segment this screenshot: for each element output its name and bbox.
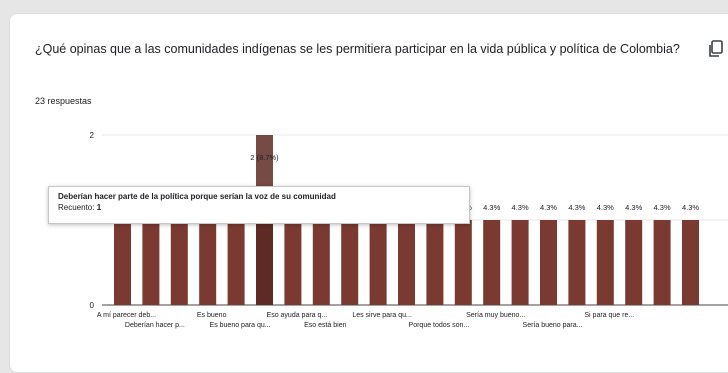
bar-data-label: 4.3%: [654, 203, 671, 212]
bar: [625, 220, 643, 305]
x-tick-label: Porque todos son...: [409, 322, 470, 329]
bar: [170, 220, 188, 305]
response-count: 23 respuestas: [35, 96, 92, 106]
x-tick-label: A mí parecer deb...: [97, 312, 156, 319]
copy-icon[interactable]: [708, 40, 724, 58]
question-title: ¿Qué opinas que a las comunidades indíge…: [35, 42, 680, 56]
tooltip-count-label: Recuento:: [58, 203, 95, 212]
bar-data-label: 4.3%: [625, 203, 642, 212]
bar: [483, 220, 501, 305]
bar-chart: 0124.3%4.3%4.3%4.3%4.3%4.3%4.3%4.3%4.3%2…: [90, 131, 728, 329]
x-tick-label: Sería muy bueno...: [466, 312, 525, 319]
tooltip-count-value: 1: [96, 203, 102, 212]
hover-bar-label: 2 (8.7%): [250, 153, 279, 162]
bar: [142, 220, 160, 305]
y-tick-label: 2: [90, 131, 95, 140]
bar: [596, 220, 614, 305]
x-tick-label: Es bueno: [197, 312, 227, 319]
x-tick-label: Les sirve para qu...: [352, 312, 412, 319]
bar: [284, 220, 302, 305]
bar: [454, 220, 472, 305]
bar: [227, 220, 245, 305]
bar: [568, 220, 586, 305]
x-tick-label: Eso está bien: [304, 322, 347, 329]
bar: [369, 220, 387, 305]
bar-data-label: 4.3%: [682, 203, 699, 212]
bar-data-label: 4.3%: [597, 203, 614, 212]
bar-data-label: 4.3%: [568, 203, 585, 212]
bar: [426, 220, 444, 305]
bar-data-label: 4.3%: [483, 203, 500, 212]
question-card: ¿Qué opinas que a las comunidades indíge…: [9, 13, 728, 373]
bar: [540, 220, 557, 305]
bar: [653, 220, 671, 305]
x-tick-label: Deberían hacer p...: [125, 322, 185, 329]
bar: [398, 220, 415, 305]
bar-data-label: 4.3%: [540, 203, 557, 212]
bar: [511, 220, 529, 305]
bar: [682, 220, 699, 305]
x-tick-label: Eso ayuda para q...: [267, 312, 328, 319]
chart-tooltip: Deberían hacer parte de la política porq…: [48, 186, 470, 224]
x-tick-label: Es bueno para qu...: [210, 322, 271, 329]
bar: [312, 220, 330, 305]
tooltip-title: Deberían hacer parte de la política porq…: [58, 192, 336, 201]
bar: [114, 220, 131, 305]
y-tick-label: 0: [90, 301, 95, 310]
bar-data-label: 4.3%: [512, 203, 529, 212]
x-tick-label: Sería bueno para...: [523, 322, 583, 329]
bar: [199, 220, 217, 305]
bar: [341, 220, 359, 305]
x-tick-label: Si para que re...: [584, 312, 634, 319]
